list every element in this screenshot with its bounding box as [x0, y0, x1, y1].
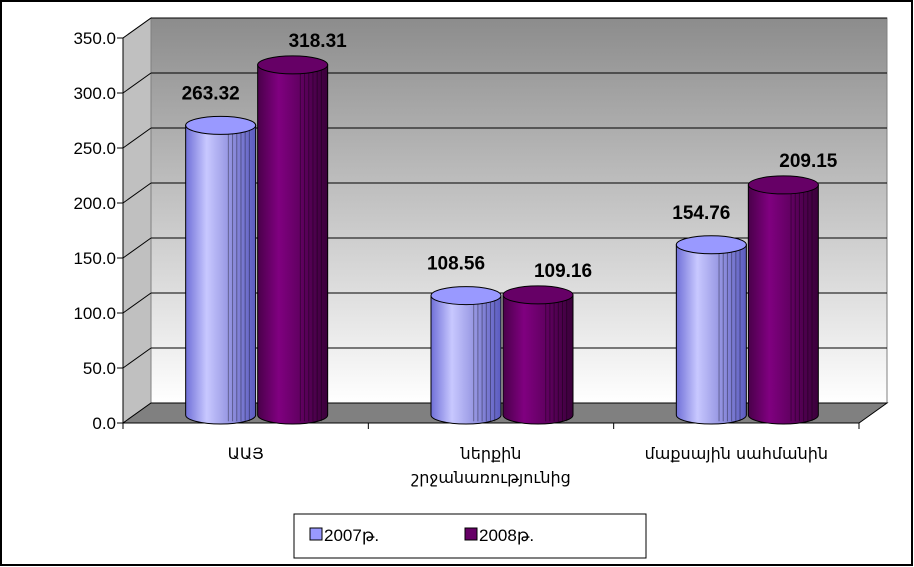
plot-area: 0.0 50.0 100.0 150.0 200.0 250.0 300.0 350.0 ԱԱՅ…: [73, 17, 889, 487]
bar-body: [257, 64, 329, 425]
y-tick-label: 250.0: [73, 139, 116, 158]
data-label: 263.32: [182, 83, 240, 104]
bar: [430, 286, 502, 425]
y-tick-label: 300.0: [73, 84, 116, 103]
gridline-diagonal: [122, 17, 152, 39]
bar-top: [257, 55, 329, 75]
gridline-diagonal: [122, 292, 152, 314]
y-tick-label: 50.0: [83, 359, 116, 378]
bar-top: [675, 235, 747, 255]
gridline-diagonal: [122, 347, 152, 369]
bar-body: [675, 244, 747, 425]
data-label: 209.15: [779, 151, 838, 172]
bar: [747, 175, 819, 425]
x-category-label: մաքսային սահմանին: [645, 444, 828, 463]
bar: [185, 115, 257, 425]
bar-body: [502, 294, 574, 425]
x-category-label: ԱԱՅ: [228, 444, 264, 463]
legend-swatch: [464, 527, 478, 541]
y-tick-label: 0.0: [92, 414, 116, 433]
x-category-label: ներքին: [460, 444, 522, 463]
data-label: 109.16: [534, 261, 592, 282]
legend-swatch: [309, 527, 323, 541]
bar-body: [747, 184, 819, 425]
y-tick-label: 100.0: [73, 304, 116, 323]
data-label: 108.56: [427, 254, 485, 275]
bar-top: [185, 115, 257, 135]
side-wall: [122, 17, 152, 424]
gridline-diagonal: [122, 72, 152, 94]
gridline-diagonal: [122, 237, 152, 259]
bar: [257, 55, 329, 425]
legend-label: 2007թ.: [324, 526, 379, 545]
legend: 2007թ. 2008թ.: [293, 513, 647, 559]
y-tick-label: 150.0: [73, 249, 116, 268]
bar-top: [747, 175, 819, 195]
bar-top: [430, 286, 502, 306]
legend-label: 2008թ.: [479, 526, 534, 545]
bar: [675, 235, 747, 425]
data-label: 318.31: [289, 31, 348, 52]
gridline-diagonal: [122, 182, 152, 204]
bar-body: [185, 124, 257, 425]
bar-top: [502, 285, 574, 305]
y-tick-label: 350.0: [73, 29, 116, 48]
y-tick-label: 200.0: [73, 194, 116, 213]
x-category-label: շրջանառությունից: [411, 468, 571, 487]
bar-body: [430, 295, 502, 425]
gridline-diagonal: [122, 127, 152, 149]
bar: [502, 285, 574, 425]
data-label: 154.76: [672, 203, 730, 224]
